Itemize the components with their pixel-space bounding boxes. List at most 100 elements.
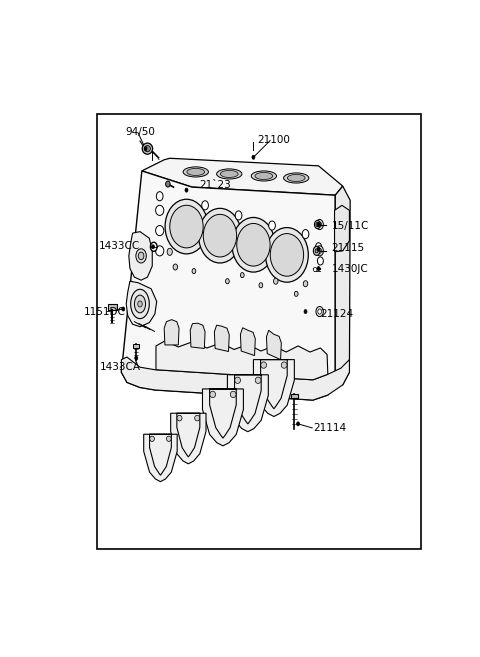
Ellipse shape (122, 307, 125, 311)
Ellipse shape (235, 211, 242, 220)
Ellipse shape (156, 246, 164, 256)
Text: 21114: 21114 (313, 423, 346, 433)
Ellipse shape (183, 167, 208, 177)
Ellipse shape (173, 264, 178, 270)
Polygon shape (129, 232, 152, 280)
Ellipse shape (156, 192, 163, 201)
Ellipse shape (131, 289, 149, 319)
Ellipse shape (226, 279, 229, 284)
Text: 94/50: 94/50 (125, 127, 155, 137)
Ellipse shape (144, 146, 150, 152)
Ellipse shape (297, 422, 300, 426)
Ellipse shape (255, 172, 273, 179)
Ellipse shape (317, 267, 320, 271)
Ellipse shape (316, 219, 324, 229)
Ellipse shape (318, 309, 322, 314)
Ellipse shape (240, 273, 244, 278)
Text: 21115: 21115 (332, 243, 365, 254)
Ellipse shape (203, 214, 237, 257)
Polygon shape (215, 325, 229, 351)
Ellipse shape (199, 208, 241, 263)
Ellipse shape (138, 252, 144, 260)
Ellipse shape (259, 283, 263, 288)
Polygon shape (228, 374, 268, 432)
Ellipse shape (167, 248, 172, 256)
Polygon shape (121, 357, 349, 400)
Ellipse shape (270, 234, 304, 276)
Polygon shape (133, 344, 139, 348)
Ellipse shape (252, 155, 255, 159)
Ellipse shape (313, 267, 317, 271)
Polygon shape (240, 328, 255, 355)
Polygon shape (121, 171, 335, 400)
Ellipse shape (202, 201, 208, 210)
Ellipse shape (315, 242, 322, 251)
Ellipse shape (274, 278, 278, 284)
Ellipse shape (150, 242, 157, 252)
Text: 1151DC: 1151DC (84, 307, 126, 317)
Ellipse shape (142, 143, 153, 154)
Ellipse shape (281, 362, 287, 369)
Ellipse shape (316, 246, 324, 256)
Ellipse shape (144, 147, 147, 150)
Text: 15/11C: 15/11C (332, 221, 369, 231)
Ellipse shape (134, 295, 145, 313)
Ellipse shape (230, 391, 236, 397)
Ellipse shape (318, 248, 322, 254)
Ellipse shape (317, 257, 324, 265)
Ellipse shape (166, 181, 170, 187)
Ellipse shape (237, 223, 270, 266)
Text: 1430JC: 1430JC (332, 263, 368, 273)
Ellipse shape (313, 246, 320, 256)
Ellipse shape (187, 168, 204, 175)
Polygon shape (335, 186, 350, 385)
Polygon shape (190, 323, 205, 348)
Ellipse shape (135, 356, 138, 360)
Ellipse shape (317, 247, 320, 252)
Ellipse shape (317, 223, 320, 227)
Ellipse shape (294, 291, 298, 296)
Ellipse shape (318, 222, 322, 227)
Ellipse shape (150, 436, 155, 442)
Ellipse shape (177, 415, 182, 421)
Ellipse shape (255, 377, 261, 384)
Ellipse shape (288, 175, 305, 181)
Ellipse shape (316, 223, 319, 227)
Ellipse shape (303, 281, 308, 286)
Ellipse shape (156, 225, 164, 236)
Ellipse shape (261, 362, 266, 369)
Ellipse shape (269, 221, 276, 230)
Ellipse shape (235, 377, 240, 384)
Polygon shape (203, 389, 243, 446)
Ellipse shape (265, 227, 308, 283)
Polygon shape (164, 320, 179, 345)
Ellipse shape (136, 249, 146, 263)
Polygon shape (171, 413, 206, 464)
Ellipse shape (220, 170, 238, 177)
Ellipse shape (232, 217, 275, 272)
Bar (97, 114, 421, 549)
Ellipse shape (138, 301, 142, 307)
Ellipse shape (251, 171, 276, 181)
Ellipse shape (314, 221, 321, 229)
Ellipse shape (302, 229, 309, 238)
Text: 21124: 21124 (321, 309, 354, 319)
Text: 1433CC: 1433CC (99, 240, 140, 251)
Text: 21100: 21100 (257, 135, 290, 145)
Ellipse shape (304, 309, 307, 313)
Text: 1433CA: 1433CA (100, 362, 141, 373)
Ellipse shape (192, 269, 196, 273)
Ellipse shape (170, 205, 203, 248)
Ellipse shape (165, 199, 208, 254)
Ellipse shape (195, 415, 200, 421)
Ellipse shape (315, 249, 318, 253)
Ellipse shape (316, 306, 324, 317)
Polygon shape (144, 434, 177, 482)
Ellipse shape (284, 173, 309, 183)
Polygon shape (253, 359, 294, 417)
Ellipse shape (216, 169, 242, 179)
Ellipse shape (156, 205, 164, 215)
Polygon shape (156, 341, 328, 380)
Ellipse shape (152, 245, 155, 249)
Text: 21`23: 21`23 (200, 180, 231, 190)
